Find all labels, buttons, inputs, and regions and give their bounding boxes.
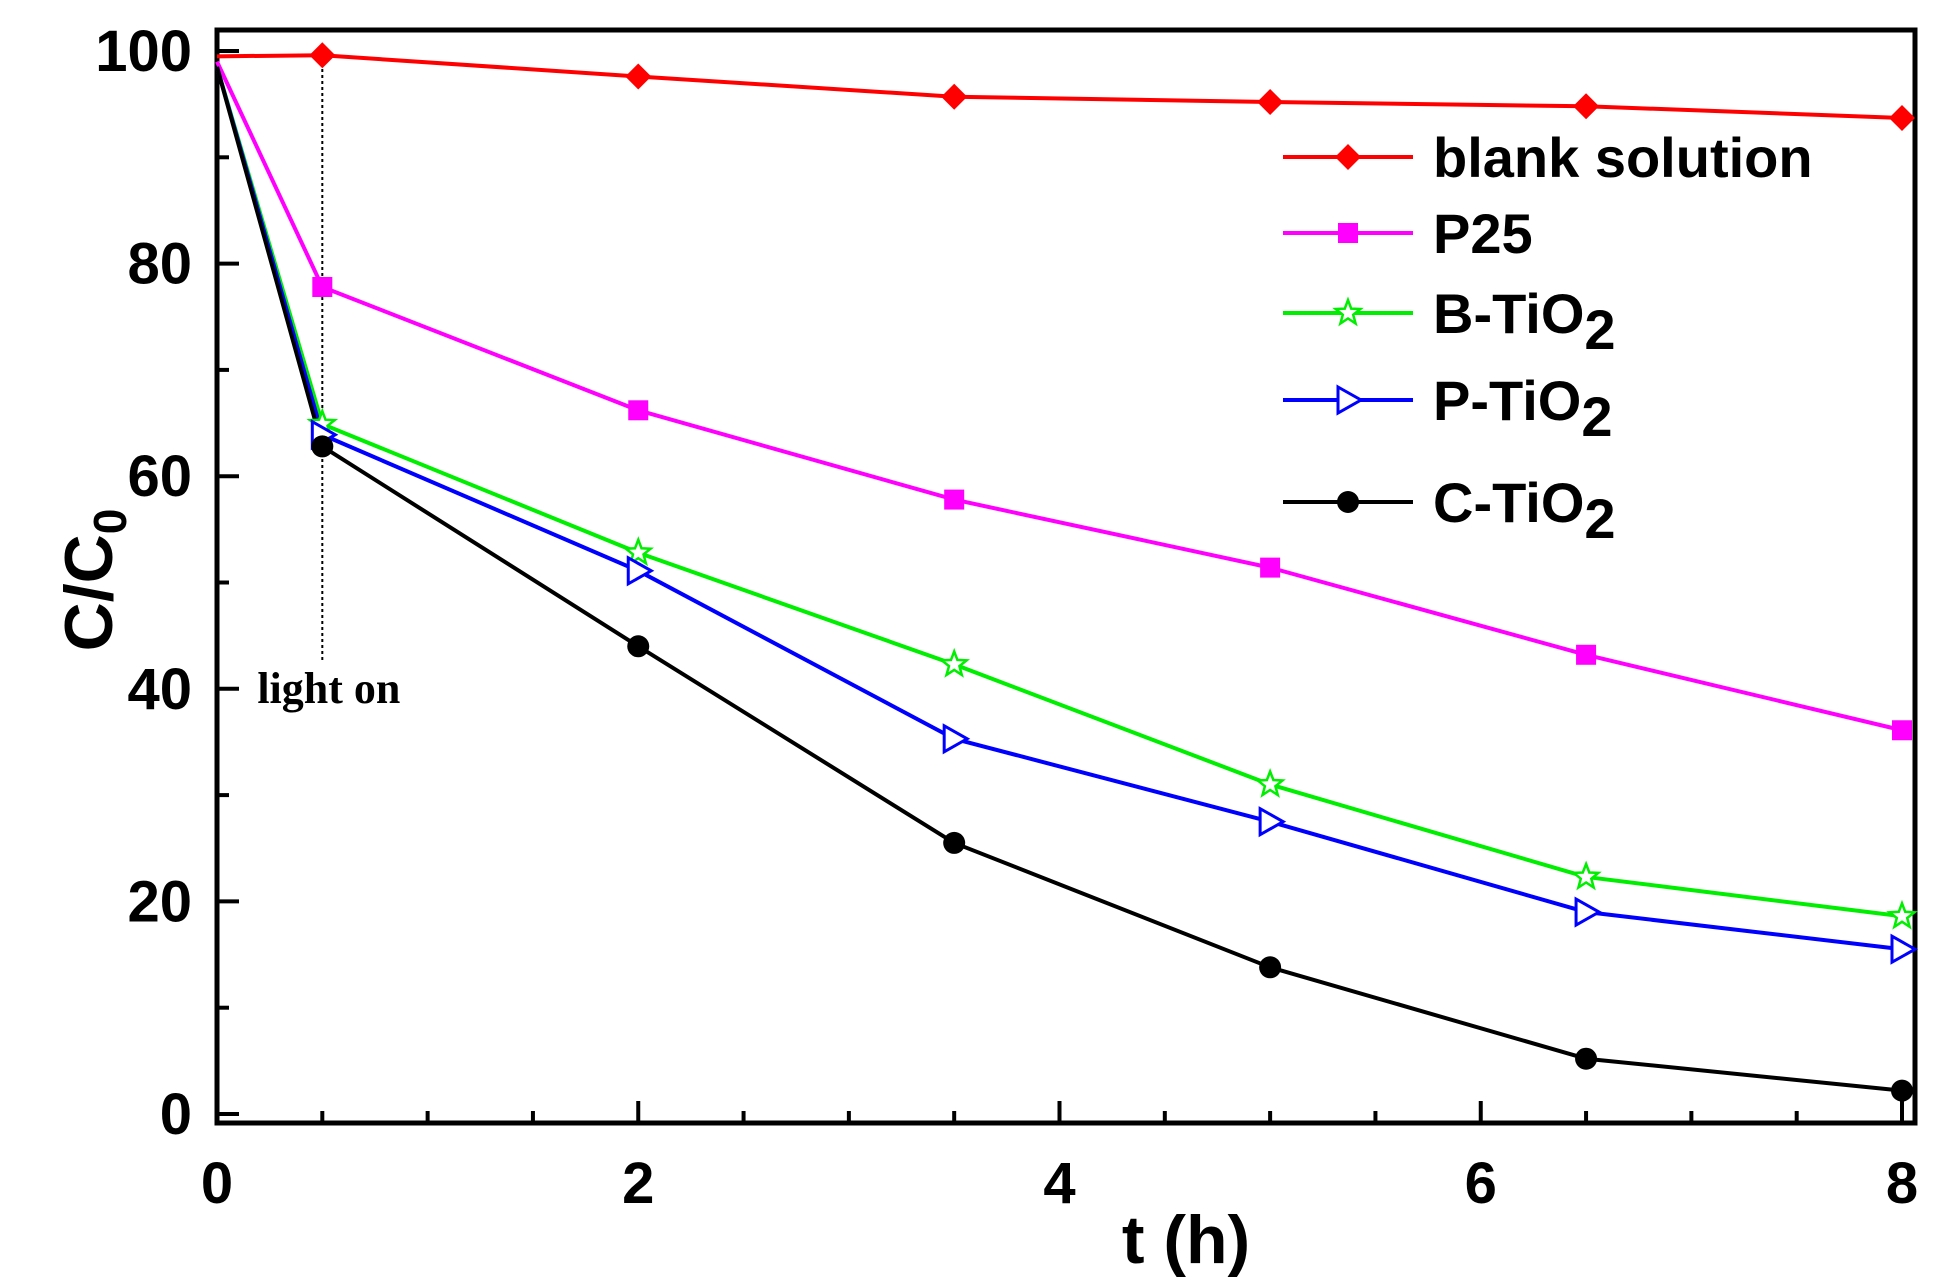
x-tick-label: 0	[201, 1151, 233, 1216]
plot-frame	[214, 27, 1918, 1126]
data-point-p-tio2	[1890, 933, 1919, 965]
data-point-c-tio2	[943, 831, 966, 854]
y-tick-label: 40	[127, 657, 192, 722]
y-tick-label: 80	[127, 232, 192, 297]
data-point-c-tio2	[627, 635, 650, 658]
data-point-b-tio2	[1570, 860, 1602, 891]
data-point-p-tio2	[1574, 896, 1603, 928]
y-axis-title: C/C0	[51, 509, 136, 652]
legend-marker-c-tio2	[1337, 491, 1359, 513]
legend-marker-blank-solution	[1335, 144, 1361, 170]
legend-marker-p-tio2	[1336, 384, 1365, 416]
light-on-annotation: light on	[257, 664, 400, 713]
x-tick-label: 6	[1465, 1151, 1497, 1216]
series-line-p-tio2	[215, 66, 1903, 952]
series-line-c-tio2	[215, 66, 1903, 1093]
data-point-blank-solution	[1257, 89, 1284, 116]
data-point-blank-solution	[309, 42, 336, 69]
y-tick-label: 100	[95, 19, 192, 84]
series-line-b-tio2	[215, 66, 1903, 919]
x-tick-label: 4	[1043, 1151, 1075, 1216]
data-point-p25	[1260, 557, 1281, 578]
y-tick-label: 0	[160, 1082, 192, 1147]
legend-marker-p25	[1338, 223, 1358, 243]
data-point-p25	[1892, 720, 1912, 741]
data-point-blank-solution	[941, 83, 968, 110]
data-point-c-tio2	[311, 435, 334, 458]
data-point-p-tio2	[626, 555, 655, 587]
x-tick-label: 2	[622, 1151, 654, 1216]
data-point-c-tio2	[1259, 956, 1282, 979]
data-point-blank-solution	[1889, 104, 1915, 131]
legend-label-b-tio2: B-TiO2	[1433, 282, 1616, 361]
data-point-blank-solution	[1573, 93, 1600, 120]
data-point-c-tio2	[1575, 1047, 1598, 1070]
y-axis-title-main: C/C	[51, 534, 127, 651]
y-tick-label: 60	[127, 444, 192, 509]
x-tick-label: 8	[1886, 1151, 1918, 1216]
legend-label-c-tio2: C-TiO2	[1433, 471, 1616, 550]
data-point-p25	[312, 276, 333, 297]
data-point-b-tio2	[1886, 899, 1918, 930]
data-point-blank-solution	[625, 63, 652, 90]
data-point-b-tio2	[1254, 767, 1286, 798]
data-point-b-tio2	[938, 647, 970, 678]
data-point-p25	[628, 400, 649, 421]
legend-marker-b-tio2	[1332, 296, 1364, 327]
data-point-p25	[944, 489, 965, 510]
y-axis-title-sub: 0	[84, 509, 136, 535]
data-point-p25	[1576, 644, 1597, 665]
legend-label-blank-solution: blank solution	[1433, 126, 1813, 189]
data-point-c-tio2	[1891, 1079, 1913, 1102]
data-point-b-tio2	[622, 536, 654, 567]
x-axis-title: t (h)	[1122, 1202, 1250, 1278]
data-point-p-tio2	[1258, 806, 1287, 838]
series-line-blank-solution	[216, 53, 1903, 120]
legend-label-p25: P25	[1433, 202, 1533, 265]
legend-label-p-tio2: P-TiO2	[1433, 369, 1612, 448]
data-point-p-tio2	[942, 723, 971, 755]
y-tick-label: 20	[127, 869, 192, 934]
